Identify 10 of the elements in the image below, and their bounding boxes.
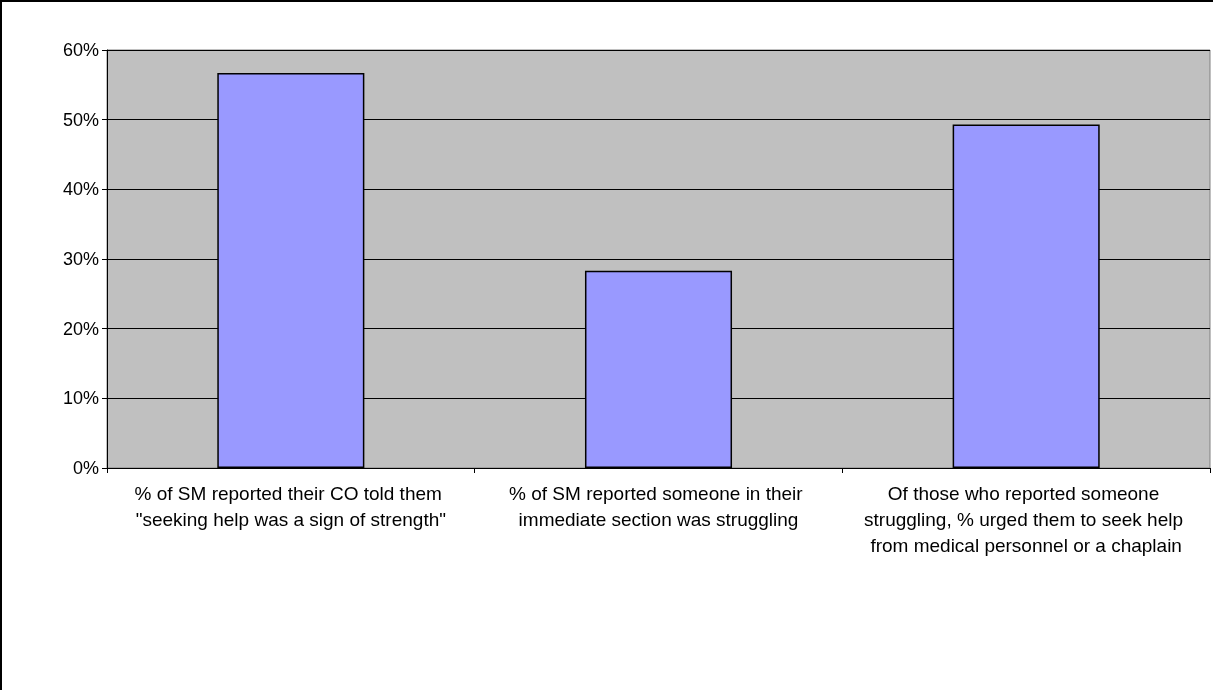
x-tick-label: % of SM reported their CO told them "seeking help was a sign of strength" bbox=[134, 482, 448, 530]
y-tick-label: 60% bbox=[62, 40, 99, 60]
y-tick-label: 30% bbox=[62, 249, 99, 269]
y-tick-label: 50% bbox=[62, 109, 99, 130]
y-tick-label: 20% bbox=[62, 318, 99, 339]
x-tick-label: % of SM reported someone in their immediate section was struggling bbox=[509, 482, 808, 530]
y-tick-label: 10% bbox=[62, 388, 99, 409]
y-tick-label: 40% bbox=[62, 179, 99, 200]
x-tick-label: Of those who reported someone struggling, % urged them to seek help from medical personnel or a chaplain bbox=[864, 482, 1189, 556]
y-tick-label: 0% bbox=[72, 458, 99, 478]
